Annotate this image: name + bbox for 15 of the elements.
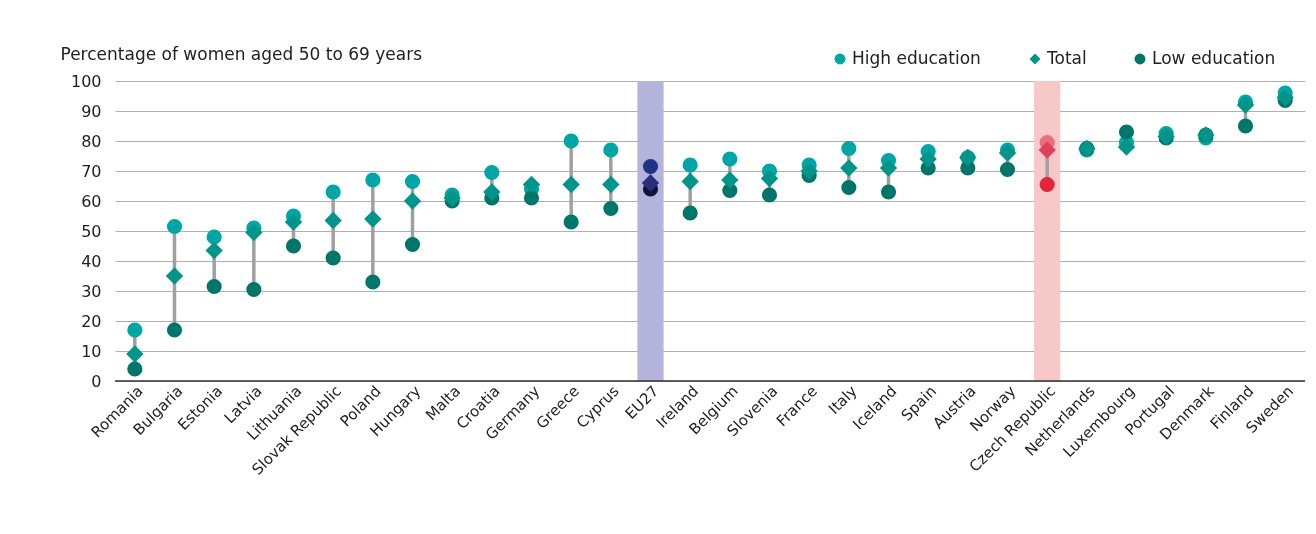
y-axis-title: Percentage of women aged 50 to 69 years — [60, 43, 423, 64]
y-tick-label: 70 — [81, 161, 102, 181]
y-tick-label: 90 — [81, 101, 102, 121]
y-tick-label: 50 — [81, 221, 102, 241]
y-tick-label: 100 — [70, 71, 102, 91]
y-tick-label: 20 — [81, 311, 102, 331]
legend-label: Low education — [1152, 48, 1276, 68]
y-tick-label: 30 — [81, 281, 102, 301]
legend-label: Total — [1046, 48, 1087, 68]
y-tick-label: 60 — [81, 191, 102, 211]
y-tick-label: 40 — [81, 251, 102, 271]
legend-label: High education — [852, 48, 981, 68]
y-tick-label: 10 — [81, 341, 102, 361]
y-tick-label: 0 — [91, 371, 102, 391]
y-tick-label: 80 — [81, 131, 102, 151]
